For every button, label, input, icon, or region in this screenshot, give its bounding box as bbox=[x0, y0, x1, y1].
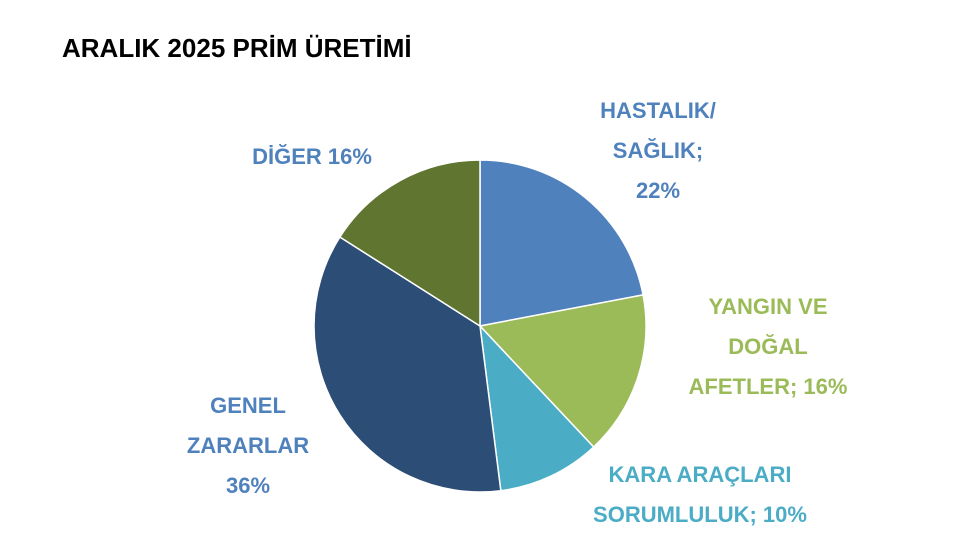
chart-title: ARALIK 2025 PRİM ÜRETİMİ bbox=[62, 33, 412, 63]
data-label: GENEL bbox=[210, 393, 286, 418]
pie-slice bbox=[313, 236, 502, 493]
data-label: KARA ARAÇLARI bbox=[609, 462, 792, 487]
data-label: DOĞAL bbox=[728, 334, 807, 359]
data-label: HASTALIK/ bbox=[600, 98, 716, 123]
data-label: 22% bbox=[636, 178, 680, 203]
pie-slice bbox=[478, 323, 595, 492]
data-label: SAĞLIK; bbox=[613, 138, 703, 163]
pie-slice bbox=[338, 159, 481, 328]
data-label: SORUMLULUK; 10% bbox=[593, 502, 807, 527]
data-label: YANGIN VE bbox=[708, 294, 827, 319]
pie-slice bbox=[478, 294, 647, 449]
data-label: ZARARLAR bbox=[187, 433, 309, 458]
data-label: 36% bbox=[226, 473, 270, 498]
data-label: AFETLER; 16% bbox=[689, 374, 848, 399]
pie-slice bbox=[479, 159, 644, 327]
data-label: DİĞER 16% bbox=[252, 144, 372, 169]
